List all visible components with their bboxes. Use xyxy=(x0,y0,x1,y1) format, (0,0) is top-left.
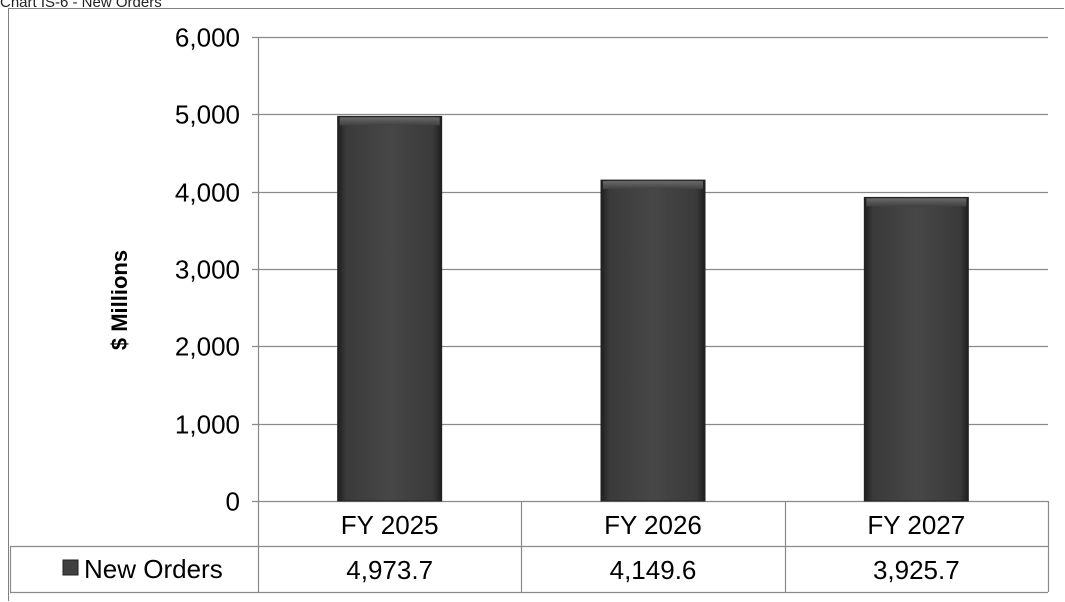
y-tick-label: 0 xyxy=(226,487,240,517)
y-tick-label: 6,000 xyxy=(175,23,240,53)
y-tick-label: 5,000 xyxy=(175,100,240,130)
bar-top-bevel xyxy=(339,117,440,126)
bar-top-bevel xyxy=(603,181,703,190)
data-table-value: 4,973.7 xyxy=(346,555,433,585)
y-tick-label: 2,000 xyxy=(175,332,240,362)
data-table: FY 2025 4,973.7 FY 2026 4,149.6 FY 2027 3,925… xyxy=(9,501,1050,594)
bar xyxy=(337,115,443,502)
y-tick-label: 4,000 xyxy=(175,178,240,208)
x-category-label: FY 2026 xyxy=(604,510,702,540)
chart-title: Chart IS-6 - New Orders xyxy=(0,0,162,11)
bar xyxy=(600,179,706,502)
data-table-value: 4,149.6 xyxy=(610,555,697,585)
bar-top-bevel xyxy=(866,198,967,207)
bars xyxy=(337,115,969,502)
y-axis-ticks: 0 1,000 2,000 3,000 4,000 5,000 6,000 xyxy=(175,23,240,517)
y-tick-label: 3,000 xyxy=(175,255,240,285)
x-category-label: FY 2025 xyxy=(341,510,439,540)
legend-swatch xyxy=(62,559,79,576)
legend-series-name: New Orders xyxy=(84,554,223,584)
x-category-label: FY 2027 xyxy=(867,510,965,540)
y-axis-label: $ Millions xyxy=(107,250,132,350)
data-table-value: 3,925.7 xyxy=(873,555,960,585)
y-tick-label: 1,000 xyxy=(175,410,240,440)
bar xyxy=(863,196,969,502)
